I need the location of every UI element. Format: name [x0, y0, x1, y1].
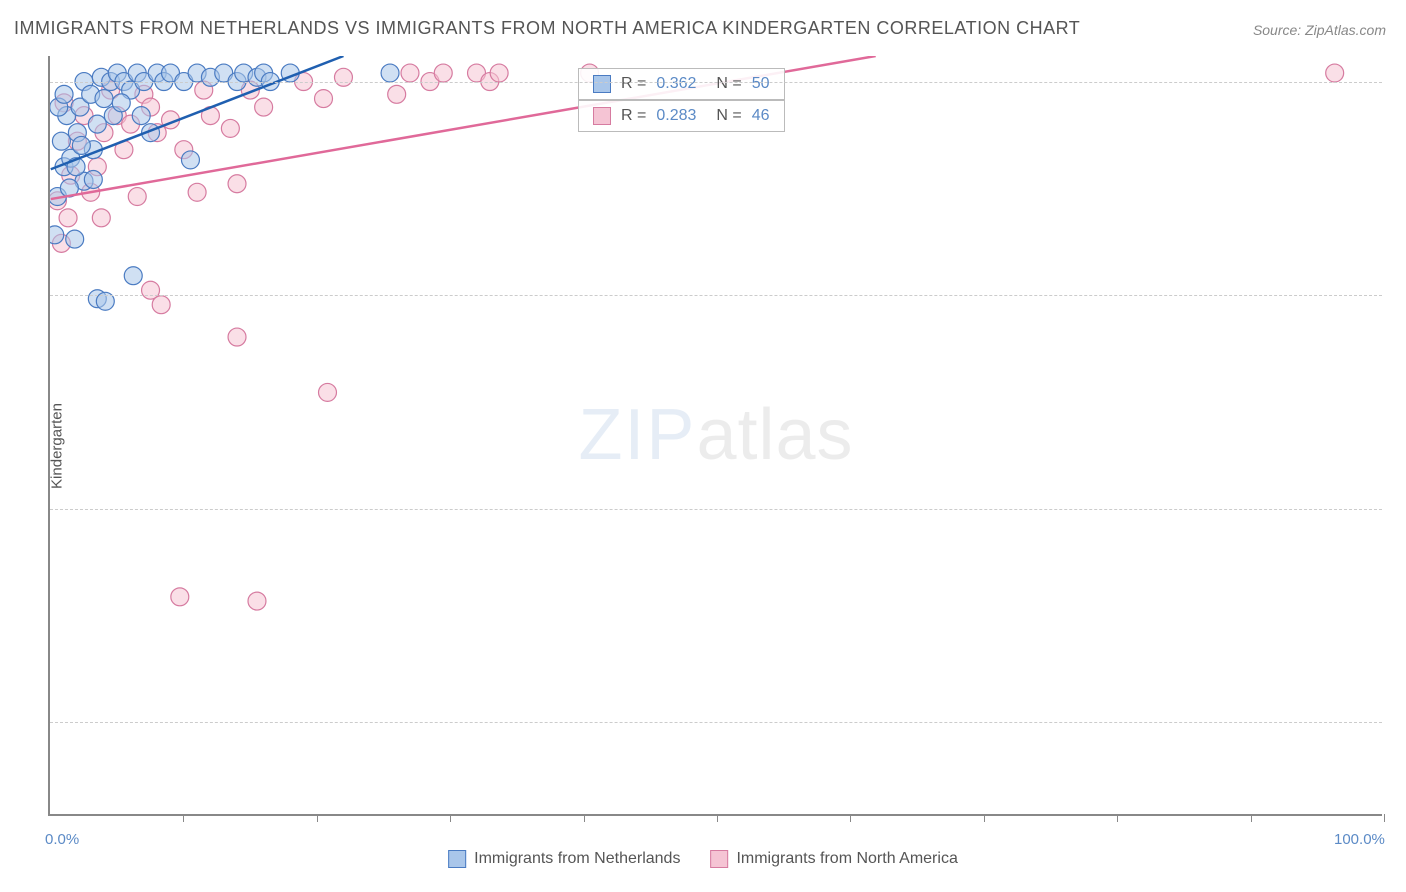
- data-point: [388, 85, 406, 103]
- data-point: [50, 226, 64, 244]
- data-point: [88, 115, 106, 133]
- n-label: N =: [716, 75, 741, 93]
- legend-swatch-series2: [710, 850, 728, 868]
- data-point: [1326, 64, 1344, 82]
- x-tick-label: 100.0%: [1334, 831, 1385, 848]
- legend-item-series1: Immigrants from Netherlands: [448, 850, 680, 868]
- data-point: [112, 94, 130, 112]
- x-tick-mark: [317, 814, 318, 822]
- y-tick-label: 100.0%: [1390, 73, 1406, 90]
- y-tick-label: 95.0%: [1390, 500, 1406, 517]
- grid-line: [50, 82, 1382, 83]
- y-tick-label: 97.5%: [1390, 286, 1406, 303]
- data-point: [72, 136, 90, 154]
- data-point: [152, 296, 170, 314]
- data-point: [334, 68, 352, 86]
- x-tick-mark: [984, 814, 985, 822]
- data-point: [128, 188, 146, 206]
- data-point: [59, 209, 77, 227]
- x-tick-mark: [850, 814, 851, 822]
- grid-line: [50, 722, 1382, 723]
- legend: Immigrants from Netherlands Immigrants f…: [448, 850, 958, 868]
- data-point: [132, 107, 150, 125]
- x-tick-mark: [1251, 814, 1252, 822]
- legend-label-series1: Immigrants from Netherlands: [474, 850, 680, 868]
- data-point: [95, 90, 113, 108]
- data-point: [221, 119, 239, 137]
- n-value-series2: 46: [752, 107, 770, 125]
- data-point: [381, 64, 399, 82]
- chart-title: IMMIGRANTS FROM NETHERLANDS VS IMMIGRANT…: [14, 18, 1080, 39]
- r-value-series1: 0.362: [656, 75, 696, 93]
- n-value-series1: 50: [752, 75, 770, 93]
- x-tick-mark: [717, 814, 718, 822]
- data-point: [181, 151, 199, 169]
- data-point: [124, 267, 142, 285]
- legend-swatch-series1: [448, 850, 466, 868]
- data-point: [66, 230, 84, 248]
- data-point: [84, 171, 102, 189]
- data-point: [171, 588, 189, 606]
- data-point: [319, 383, 337, 401]
- chart-container: IMMIGRANTS FROM NETHERLANDS VS IMMIGRANT…: [0, 0, 1406, 892]
- source-attribution: Source: ZipAtlas.com: [1253, 22, 1386, 38]
- stat-swatch-series2: [593, 107, 611, 125]
- chart-svg: [50, 56, 1382, 814]
- y-tick-label: 92.5%: [1390, 713, 1406, 730]
- data-point: [55, 85, 73, 103]
- x-tick-mark: [1117, 814, 1118, 822]
- data-point: [92, 209, 110, 227]
- grid-line: [50, 295, 1382, 296]
- r-label: R =: [621, 107, 646, 125]
- data-point: [228, 328, 246, 346]
- data-point: [248, 592, 266, 610]
- x-tick-mark: [1384, 814, 1385, 822]
- legend-item-series2: Immigrants from North America: [710, 850, 957, 868]
- data-point: [315, 90, 333, 108]
- n-label: N =: [716, 107, 741, 125]
- r-value-series2: 0.283: [656, 107, 696, 125]
- stat-swatch-series1: [593, 75, 611, 93]
- data-point: [434, 64, 452, 82]
- plot-area: ZIPatlas R = 0.362 N = 50 R = 0.283 N = …: [48, 56, 1382, 816]
- x-tick-mark: [450, 814, 451, 822]
- data-point: [188, 183, 206, 201]
- legend-label-series2: Immigrants from North America: [736, 850, 957, 868]
- data-point: [490, 64, 508, 82]
- x-tick-mark: [584, 814, 585, 822]
- stat-box-series1: R = 0.362 N = 50: [578, 68, 785, 100]
- data-point: [255, 98, 273, 116]
- grid-line: [50, 509, 1382, 510]
- x-tick-label: 0.0%: [45, 831, 79, 848]
- stat-box-series2: R = 0.283 N = 46: [578, 100, 785, 132]
- data-point: [401, 64, 419, 82]
- r-label: R =: [621, 75, 646, 93]
- data-point: [52, 132, 70, 150]
- x-tick-mark: [183, 814, 184, 822]
- data-point: [228, 175, 246, 193]
